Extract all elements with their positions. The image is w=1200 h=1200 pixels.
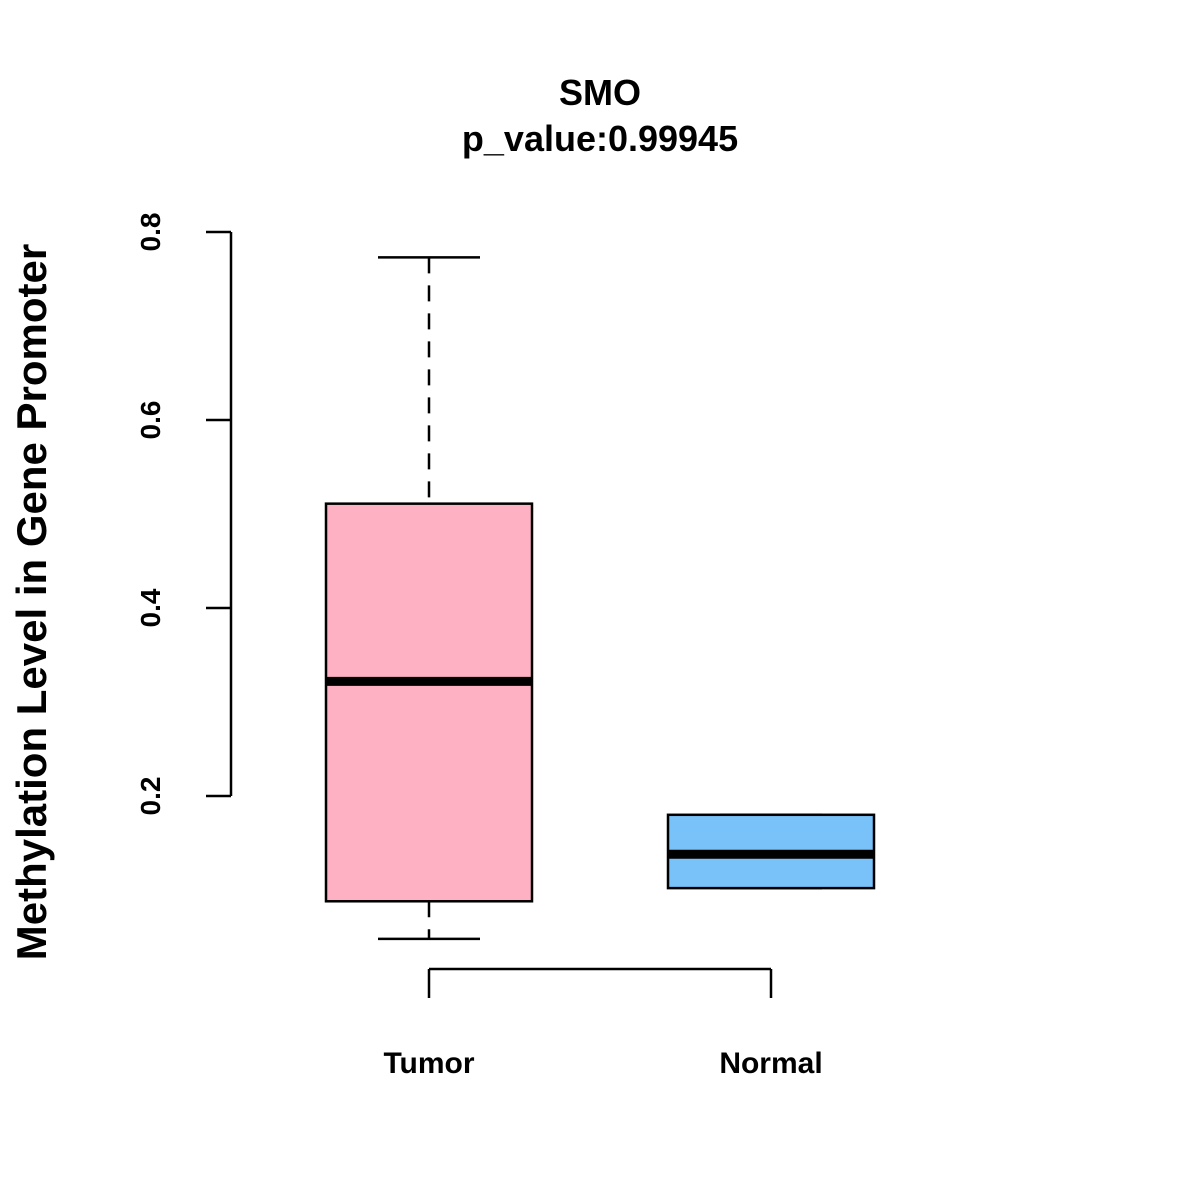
x-tick-label: Normal bbox=[719, 1047, 822, 1080]
box-iqr bbox=[324, 502, 534, 903]
y-axis: 0.2 0.4 0.6 0.8 bbox=[135, 213, 233, 816]
box-normal bbox=[666, 813, 876, 890]
box-series bbox=[324, 256, 876, 941]
x-tick-label: Tumor bbox=[383, 1047, 474, 1080]
chart-subtitle: p_value:0.99945 bbox=[462, 118, 738, 159]
x-axis: Tumor Normal bbox=[383, 967, 823, 1080]
chart-title: SMO bbox=[559, 72, 641, 113]
y-tick-label: 0.6 bbox=[135, 401, 166, 440]
y-tick-label: 0.2 bbox=[135, 777, 166, 816]
y-axis-label: Methylation Level in Gene Promoter bbox=[8, 244, 55, 960]
box-tumor bbox=[324, 256, 534, 941]
y-tick-label: 0.4 bbox=[135, 588, 166, 627]
y-tick-label: 0.8 bbox=[135, 213, 166, 252]
